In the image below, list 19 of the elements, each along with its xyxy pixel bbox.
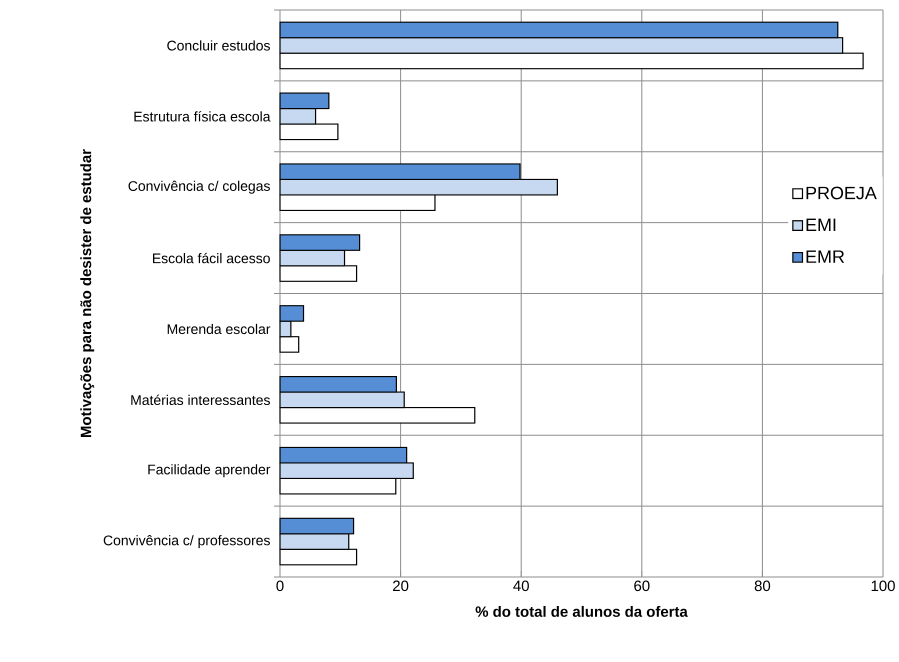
y-tick-label: Concluir estudos <box>167 40 270 51</box>
legend-label: EMI <box>806 218 836 231</box>
x-tick-label: 60 <box>634 580 650 592</box>
x-tick-label: 80 <box>754 580 770 592</box>
y-tick-label: Escola fácil acesso <box>153 252 270 264</box>
x-tick-label: 100 <box>872 580 895 592</box>
y-tick-label: Matérias interessantes <box>131 394 270 406</box>
y-tick-label: Merenda escolar <box>168 324 270 334</box>
x-axis-title: % do total de alunos da oferta <box>476 606 688 617</box>
legend-label: EMR <box>806 250 844 263</box>
legend-label: PROEJA <box>806 186 877 200</box>
y-axis-title: Motivações para não desister de estudar <box>80 149 94 438</box>
y-tick-label: Convivência c/ professores <box>104 535 270 548</box>
x-tick-label: 0 <box>276 580 284 592</box>
x-tick-label: 20 <box>393 580 408 592</box>
y-tick-label: Estrutura física escola <box>134 111 270 122</box>
y-tick-label: Convivência c/ colegas <box>128 180 270 194</box>
x-tick-label: 40 <box>513 580 529 592</box>
y-tick-label: Facilidade aprender <box>148 464 270 478</box>
